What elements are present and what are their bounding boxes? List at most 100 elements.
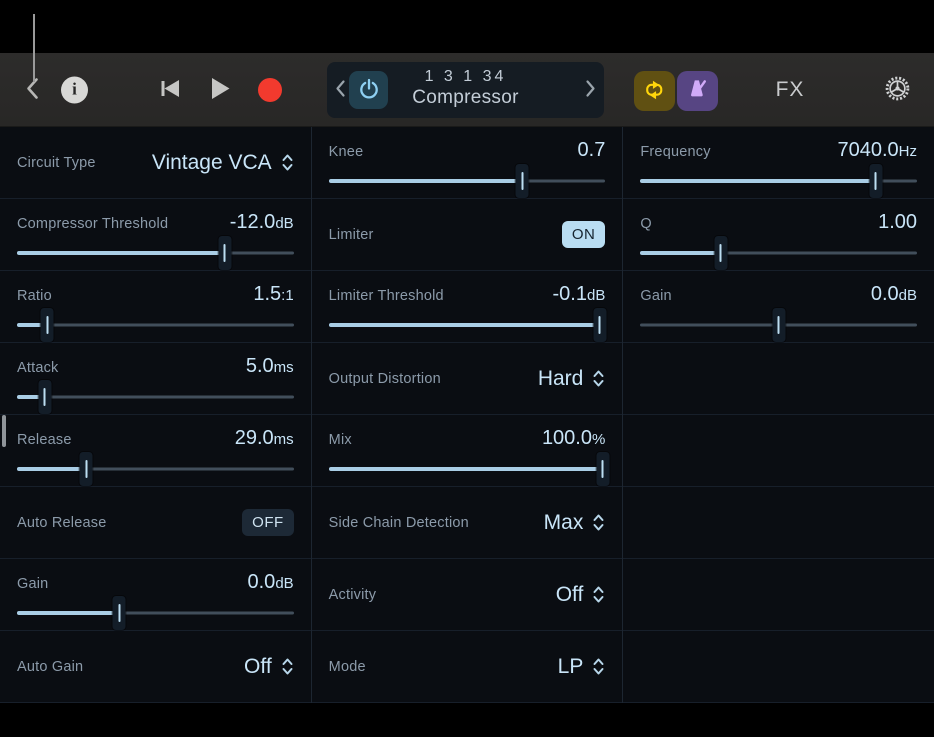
param-row-limiter-threshold: Limiter Threshold -0.1dB <box>311 271 623 343</box>
slider-handle[interactable] <box>596 452 610 486</box>
slider-handle[interactable] <box>79 452 93 486</box>
param-value: Max <box>543 510 584 534</box>
slider-handle[interactable] <box>714 236 728 270</box>
updown-chevrons-icon <box>592 512 605 533</box>
back-button[interactable] <box>25 76 40 103</box>
plugin-display: 1 3 1 34 Compressor <box>327 62 604 118</box>
empty-row <box>623 343 934 415</box>
param-select[interactable]: Off <box>244 655 294 679</box>
power-icon <box>357 77 381 104</box>
param-slider[interactable] <box>17 596 294 630</box>
param-select[interactable]: Hard <box>538 367 606 391</box>
scrollbar-thumb[interactable] <box>2 415 6 447</box>
slider-handle[interactable] <box>112 596 126 630</box>
cycle-button[interactable] <box>634 71 675 111</box>
param-row-gain: Gain 0.0dB <box>0 559 311 631</box>
param-label: Compressor Threshold <box>17 216 169 232</box>
param-value: 29.0ms <box>234 427 294 449</box>
param-row-mix: Mix 100.0% <box>311 415 623 487</box>
param-value: Off <box>244 654 272 678</box>
previous-plugin-button[interactable] <box>335 80 346 101</box>
plugin-parameter-panel: Circuit Type Vintage VCA Compressor Thresh… <box>0 127 934 703</box>
param-value: Hard <box>537 366 584 390</box>
param-unit: Hz <box>898 143 918 160</box>
param-value: Vintage VCA <box>151 150 272 174</box>
slider-handle[interactable] <box>38 380 52 414</box>
metronome-button[interactable] <box>677 71 718 111</box>
play-button[interactable] <box>209 76 231 103</box>
param-slider[interactable] <box>640 236 918 270</box>
param-unit: dB <box>586 287 606 304</box>
param-row-limiter: Limiter ON <box>311 199 623 271</box>
param-label: Auto Release <box>17 514 107 531</box>
next-plugin-button[interactable] <box>585 80 596 101</box>
param-slider[interactable] <box>640 308 918 342</box>
param-row-auto-gain: Auto Gain Off <box>0 631 311 703</box>
param-unit: % <box>592 431 606 448</box>
param-label: Gain <box>640 288 672 304</box>
param-label: Circuit Type <box>17 154 96 171</box>
info-button[interactable]: i <box>61 76 88 103</box>
slider-handle[interactable] <box>218 236 231 270</box>
param-slider[interactable] <box>640 164 918 198</box>
slider-handle[interactable] <box>593 308 607 342</box>
settings-button[interactable] <box>883 74 912 106</box>
param-row-circuit-type: Circuit Type Vintage VCA <box>0 127 311 199</box>
param-label: Release <box>17 432 72 448</box>
param-select[interactable]: Vintage VCA <box>152 151 294 175</box>
next-icon <box>585 80 596 101</box>
updown-chevrons-icon <box>592 368 605 389</box>
updown-chevrons-icon <box>281 656 294 677</box>
param-row-ratio: Ratio 1.5:1 <box>0 271 311 343</box>
param-label: Ratio <box>17 288 52 304</box>
empty-row <box>623 631 934 703</box>
param-unit: ms <box>273 359 294 376</box>
param-slider[interactable] <box>17 308 294 342</box>
updown-chevrons-icon <box>592 584 605 605</box>
empty-row <box>623 487 934 559</box>
param-row-attack: Attack 5.0ms <box>0 343 311 415</box>
slider-handle[interactable] <box>772 308 786 342</box>
param-slider[interactable] <box>328 164 606 198</box>
param-toggle-button[interactable]: OFF <box>242 509 294 536</box>
param-value: 0.0dB <box>870 283 918 305</box>
param-slider[interactable] <box>328 452 610 486</box>
param-value: LP <box>557 654 584 678</box>
param-label: Gain <box>17 576 49 592</box>
param-slider[interactable] <box>17 236 294 270</box>
slider-handle[interactable] <box>869 164 882 198</box>
param-label: Mode <box>328 658 366 675</box>
param-label: Auto Gain <box>17 658 84 675</box>
param-value: 100.0% <box>541 427 606 449</box>
param-label: Frequency <box>640 144 711 160</box>
param-unit: dB <box>898 287 918 304</box>
parameter-column-1: Circuit Type Vintage VCA Compressor Thresh… <box>0 127 311 703</box>
param-select[interactable]: Max <box>544 511 606 535</box>
param-row-side-chain-detection: Side Chain Detection Max <box>311 487 623 559</box>
empty-row <box>623 559 934 631</box>
param-slider[interactable] <box>328 308 607 342</box>
param-label: Mix <box>328 432 352 448</box>
param-value: -0.1dB <box>552 283 606 305</box>
updown-chevrons-icon <box>592 656 605 677</box>
param-select[interactable]: Off <box>556 583 606 607</box>
back-icon <box>25 76 40 103</box>
plugin-power-button[interactable] <box>349 71 388 109</box>
fx-button[interactable]: FX <box>775 78 805 101</box>
metronome-icon <box>685 77 710 105</box>
record-button[interactable] <box>258 77 282 102</box>
param-slider[interactable] <box>17 380 294 414</box>
slider-handle[interactable] <box>515 164 529 198</box>
param-row-knee: Knee 0.7 <box>311 127 623 199</box>
param-unit: ms <box>273 431 294 448</box>
param-select[interactable]: LP <box>558 655 606 679</box>
annotation-callout-line <box>33 14 35 82</box>
cycle-icon <box>642 77 667 105</box>
param-label: Knee <box>328 144 364 160</box>
param-slider[interactable] <box>17 452 294 486</box>
param-toggle-button[interactable]: ON <box>561 221 606 248</box>
param-label: Side Chain Detection <box>328 514 469 531</box>
prev-icon <box>335 80 346 101</box>
slider-handle[interactable] <box>40 308 54 342</box>
rewind-button[interactable] <box>158 78 182 101</box>
